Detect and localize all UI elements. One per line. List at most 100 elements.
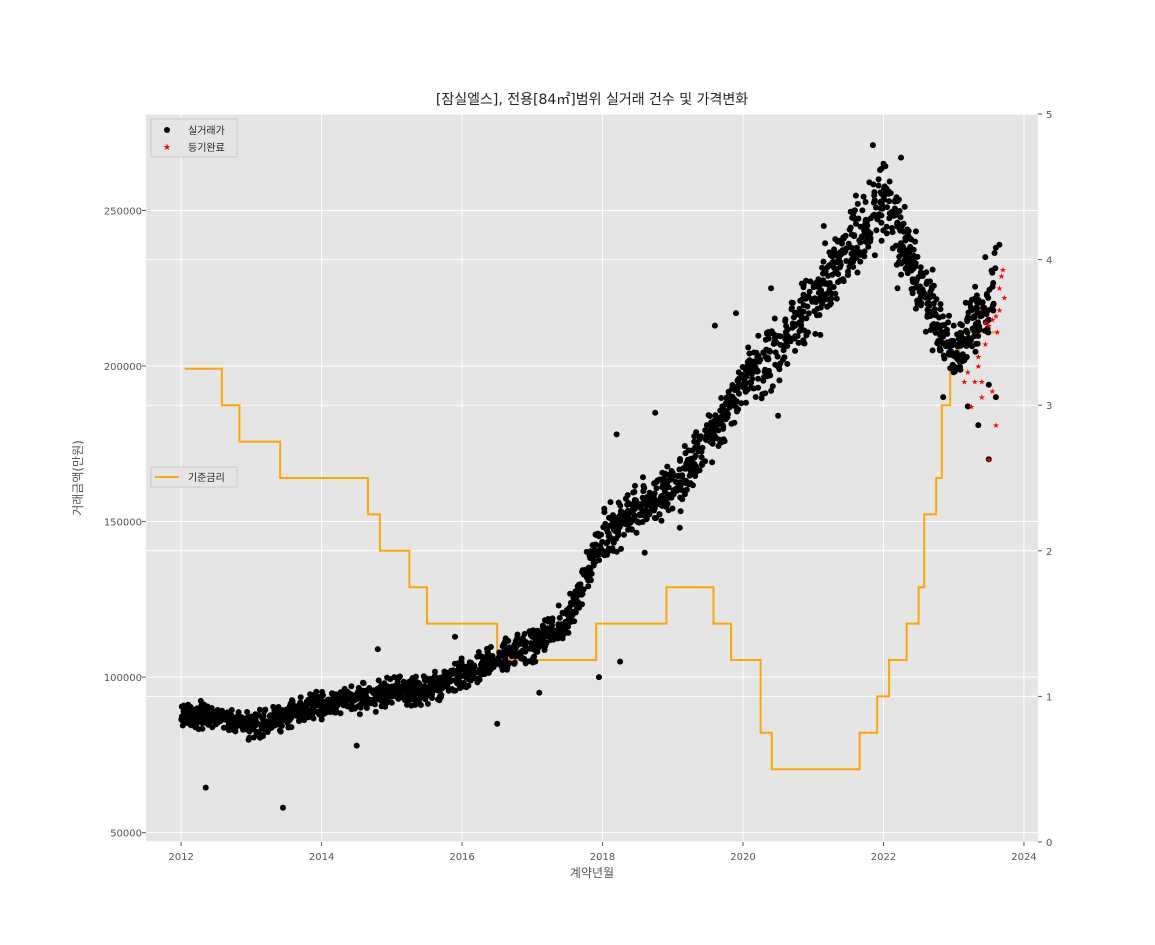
- trade-point: [722, 400, 729, 407]
- legend-rate-box: [150, 466, 238, 488]
- trade-point: [932, 329, 939, 336]
- trade-point: [774, 353, 781, 360]
- trade-point: [892, 207, 899, 214]
- trade-point: [789, 299, 796, 306]
- trade-point: [199, 725, 206, 732]
- trade-point: [644, 513, 650, 520]
- trade-point: [604, 551, 611, 558]
- trade-point: [511, 659, 518, 666]
- trade-point: [280, 804, 286, 811]
- trade-point: [192, 724, 199, 731]
- trade-point: [816, 312, 823, 318]
- trade-point: [850, 213, 857, 220]
- trade-point: [569, 601, 576, 608]
- registered-point: ★: [971, 378, 978, 387]
- trade-point: [777, 333, 784, 340]
- trade-point: [639, 494, 646, 501]
- trade-point: [985, 456, 992, 463]
- trade-point: [308, 699, 315, 706]
- trade-point: [832, 269, 839, 276]
- trade-point: [606, 533, 613, 540]
- trade-point: [683, 462, 690, 469]
- trade-point: [303, 703, 310, 710]
- trade-point: [466, 676, 472, 683]
- trade-point: [226, 712, 233, 719]
- trade-point: [512, 647, 519, 654]
- trade-point: [417, 702, 424, 708]
- y-tick-label: 150000: [104, 518, 142, 529]
- trade-point: [755, 353, 762, 359]
- trade-point: [244, 709, 251, 715]
- trade-point: [927, 288, 934, 295]
- trade-point: [765, 354, 771, 361]
- trade-point: [694, 440, 701, 447]
- trade-point: [186, 720, 193, 727]
- trade-point: [726, 392, 732, 399]
- trade-point: [856, 237, 863, 244]
- trade-point: [754, 368, 761, 375]
- trade-point: [929, 347, 936, 354]
- trade-point: [303, 714, 310, 721]
- trade-point: [959, 351, 966, 358]
- trade-point: [705, 412, 712, 419]
- rate-layer: [184, 331, 996, 771]
- trade-point: [502, 635, 509, 642]
- trade-point: [202, 784, 209, 791]
- trade-point: [320, 711, 327, 718]
- trade-point: [248, 720, 255, 727]
- trade-point: [639, 500, 646, 507]
- trade-point: [591, 547, 598, 554]
- trade-point: [341, 685, 348, 692]
- trade-point: [871, 252, 878, 259]
- trade-point: [556, 614, 563, 621]
- trade-point: [765, 335, 772, 342]
- trade-point: [227, 717, 234, 724]
- trade-point: [717, 439, 724, 446]
- trade-point: [691, 461, 698, 467]
- trade-point: [919, 273, 926, 279]
- trade-point: [949, 342, 955, 349]
- trade-point: [996, 241, 1003, 248]
- trade-point: [696, 467, 703, 474]
- trade-point: [448, 677, 455, 684]
- trade-point: [599, 538, 606, 545]
- legend-top-box: [150, 118, 238, 158]
- trade-point: [537, 633, 544, 640]
- trade-point: [429, 687, 435, 693]
- trade-point: [589, 552, 596, 559]
- trade-point: [436, 697, 443, 704]
- trade-point: [696, 433, 702, 440]
- trade-point: [617, 521, 624, 528]
- registered-point: ★: [989, 315, 996, 324]
- trade-point: [695, 447, 702, 454]
- trade-point: [951, 353, 958, 360]
- rate-step-line: [184, 331, 996, 771]
- y-tick-label: 100000: [104, 673, 142, 684]
- trade-point: [867, 235, 874, 242]
- trade-point: [356, 711, 363, 718]
- trade-point: [209, 724, 216, 731]
- trade-point: [352, 692, 359, 698]
- trade-point: [698, 454, 705, 461]
- x-axis-label: 계약년월: [570, 865, 614, 880]
- trade-point: [922, 328, 929, 335]
- trade-point: [603, 526, 610, 533]
- trade-point: [612, 528, 619, 535]
- trade-point: [409, 675, 416, 681]
- trade-point: [886, 215, 893, 222]
- trade-point: [670, 487, 677, 494]
- trade-point: [605, 545, 612, 552]
- trade-point: [772, 361, 779, 368]
- trade-point: [552, 631, 559, 638]
- trade-point: [840, 235, 847, 242]
- trade-point: [463, 684, 470, 691]
- registered-point: ★: [989, 387, 996, 396]
- trade-point: [861, 253, 868, 260]
- y-tick-label: 200000: [104, 362, 142, 373]
- trade-point: [903, 264, 910, 271]
- trade-point: [296, 702, 302, 709]
- trade-point: [801, 327, 808, 334]
- trade-point: [375, 677, 382, 684]
- trade-point: [776, 377, 783, 384]
- trade-point: [904, 270, 911, 277]
